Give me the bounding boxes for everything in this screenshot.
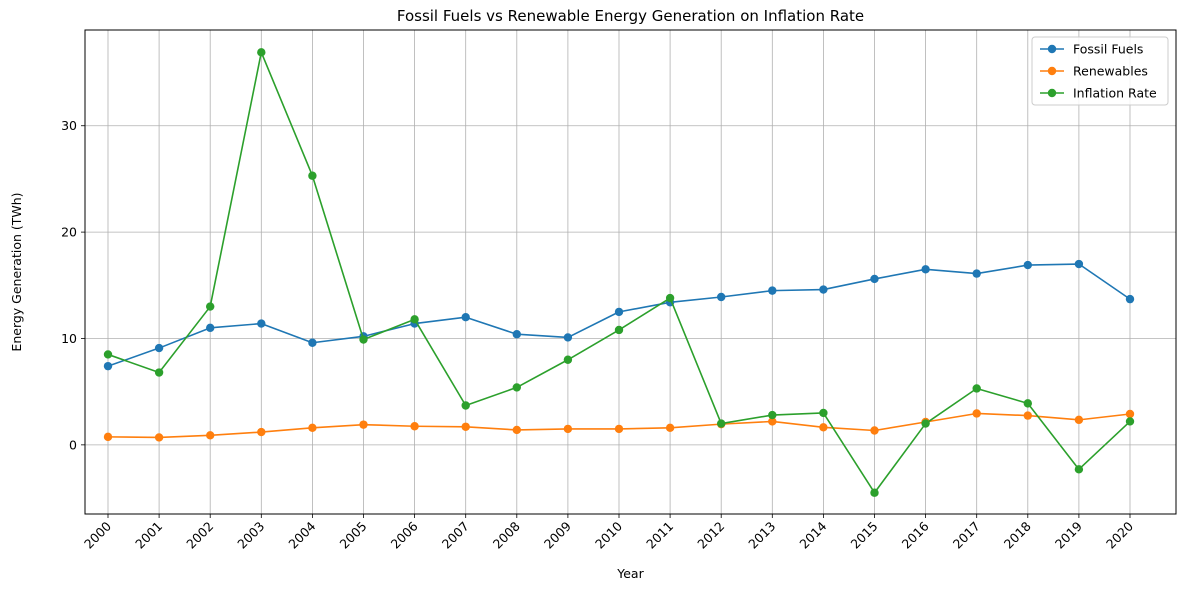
legend-label: Inflation Rate [1073,86,1157,101]
data-point-inflation-rate [717,419,726,428]
data-point-inflation-rate [206,302,215,311]
y-tick-label: 30 [61,118,77,133]
data-point-renewables [512,425,521,435]
data-point-inflation-rate [819,408,828,418]
legend-label: Renewables [1073,64,1148,79]
data-point-fossil-fuels [206,323,215,333]
data-point-renewables [1023,411,1032,420]
data-point-renewables [359,420,368,429]
data-point-fossil-fuels [1023,260,1032,270]
data-point-inflation-rate [1125,417,1135,426]
y-tick-label: 0 [69,437,77,452]
data-point-renewables [768,417,777,426]
legend-label: Fossil Fuels [1073,42,1143,57]
data-point-renewables [257,427,266,437]
data-point-renewables [410,422,419,431]
data-point-fossil-fuels [768,286,777,295]
data-point-inflation-rate [921,419,930,428]
plot-frame [84,29,1177,515]
data-point-renewables [1125,409,1135,419]
data-point-renewables [614,424,624,434]
data-point-fossil-fuels [1125,294,1135,304]
data-point-renewables [461,422,470,431]
data-point-inflation-rate [665,293,675,303]
data-point-inflation-rate [359,335,368,344]
data-point-renewables [870,426,879,435]
legend-item-fossil-fuels: Fossil Fuels [1040,42,1143,57]
data-point-fossil-fuels [308,338,317,347]
data-point-inflation-rate [512,383,521,392]
data-point-renewables [103,432,113,442]
legend-item-renewables: Renewables [1040,64,1148,79]
data-point-renewables [665,423,675,433]
data-point-fossil-fuels [614,307,624,317]
legend-marker [1047,88,1057,98]
legend-box [1031,36,1169,106]
data-point-inflation-rate [972,384,981,393]
legend-item-inflation-rate: Inflation Rate [1040,86,1157,101]
data-point-fossil-fuels [563,333,573,342]
data-point-inflation-rate [257,48,266,57]
data-point-renewables [308,423,317,433]
data-point-renewables [1074,415,1084,425]
data-point-renewables [819,423,828,432]
data-point-inflation-rate [563,355,573,364]
legend-marker [1047,44,1057,54]
data-point-fossil-fuels [870,274,879,284]
data-point-inflation-rate [308,171,317,180]
legend-marker [1047,66,1057,76]
chart-title: Fossil Fuels vs Renewable Energy Generat… [397,7,864,25]
data-point-renewables [563,424,573,434]
data-point-fossil-fuels [972,269,981,278]
data-point-fossil-fuels [103,361,113,371]
data-point-fossil-fuels [819,285,828,294]
data-point-inflation-rate [103,350,113,359]
data-point-renewables [154,433,164,442]
data-point-fossil-fuels [257,319,266,328]
data-point-fossil-fuels [512,330,521,339]
data-point-inflation-rate [1023,399,1032,408]
data-point-fossil-fuels [921,265,930,274]
data-point-renewables [206,431,215,440]
data-point-fossil-fuels [1074,259,1084,269]
data-point-fossil-fuels [154,343,164,353]
data-point-inflation-rate [614,325,624,335]
legend: Fossil Fuels Renewables Inflation Rate [1031,36,1169,106]
data-point-inflation-rate [410,315,419,324]
y-axis-label: Energy Generation (TWh) [9,192,24,351]
data-point-inflation-rate [870,488,879,497]
data-point-inflation-rate [768,410,777,420]
data-point-fossil-fuels [461,313,470,322]
y-tick-label: 10 [61,331,77,346]
data-point-inflation-rate [1074,465,1084,474]
data-point-inflation-rate [154,368,164,377]
y-tick-label: 20 [61,225,77,240]
series-layer [103,48,1135,497]
data-point-renewables [972,409,981,418]
data-point-inflation-rate [461,401,470,410]
series-inflation-rate [103,48,1135,497]
x-axis-label: Year [616,566,644,581]
data-point-fossil-fuels [717,292,726,302]
